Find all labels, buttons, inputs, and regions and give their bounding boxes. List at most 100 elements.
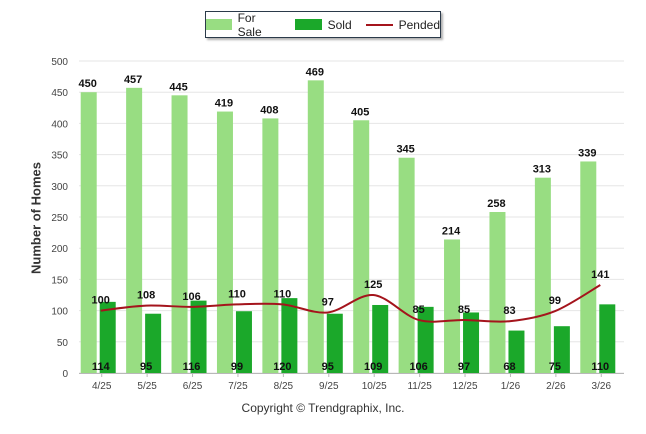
sold-data-label: 116 xyxy=(183,361,201,373)
for-sale-data-label: 419 xyxy=(215,98,233,110)
for-sale-bar xyxy=(216,111,233,373)
y-axis-label: Number of Homes xyxy=(28,162,44,274)
for-sale-bar xyxy=(126,87,143,373)
sold-bar xyxy=(326,313,343,373)
sold-data-label: 120 xyxy=(273,361,291,373)
legend-label-for-sale: For Sale xyxy=(237,10,262,39)
for-sale-bar xyxy=(171,95,188,373)
y-tick-label: 300 xyxy=(51,182,68,193)
x-tick-label: 7/25 xyxy=(228,381,248,392)
legend-label-pended: Pended xyxy=(398,17,440,32)
sold-data-label: 114 xyxy=(92,361,111,373)
pended-line-group xyxy=(100,284,601,323)
x-tick-label: 10/25 xyxy=(362,381,387,392)
sold-data-label: 110 xyxy=(591,361,609,373)
y-tick-label: 500 xyxy=(51,57,68,68)
pended-data-label: 97 xyxy=(322,296,334,308)
for-sale-bar xyxy=(307,80,324,374)
sold-swatch xyxy=(294,19,322,30)
sold-bar xyxy=(190,300,207,373)
sold-bar xyxy=(145,313,162,373)
y-tick-label: 100 xyxy=(51,307,68,318)
y-tick-label: 400 xyxy=(51,119,68,130)
for-sale-bar xyxy=(80,92,97,373)
sold-bar xyxy=(235,311,252,373)
y-tick-label: 250 xyxy=(51,213,68,224)
for-sale-swatch xyxy=(206,19,232,30)
y-tick-label: 450 xyxy=(51,88,68,99)
legend-item-pended[interactable]: Pended xyxy=(365,17,440,32)
pended-data-label: 108 xyxy=(137,290,155,302)
x-tick-label: 9/25 xyxy=(319,381,339,392)
x-axis-ticks: 4/25 5/25 6/25 7/25 8/25 9/25 10/25 11/25 12/25 1… xyxy=(92,373,611,392)
sold-data-label: 68 xyxy=(503,361,515,373)
sold-bar xyxy=(99,301,116,373)
x-tick-label: 4/25 xyxy=(92,381,112,392)
sold-bar xyxy=(281,298,298,373)
sold-bar xyxy=(463,312,480,373)
for-sale-bar xyxy=(398,157,415,373)
legend-item-for-sale[interactable]: For Sale xyxy=(206,11,281,39)
for-sale-data-label: 405 xyxy=(351,106,369,118)
y-tick-label: 0 xyxy=(62,369,68,380)
x-tick-label: 5/25 xyxy=(137,381,157,392)
x-tick-label: 11/25 xyxy=(407,381,432,392)
for-sale-bar xyxy=(534,177,551,373)
legend: For Sale Sold Pended xyxy=(205,11,441,39)
for-sale-data-label: 313 xyxy=(533,164,551,176)
bars xyxy=(80,80,616,374)
x-tick-label: 1/26 xyxy=(501,381,521,392)
for-sale-bar xyxy=(353,120,370,373)
pended-data-label: 110 xyxy=(228,288,246,300)
x-tick-label: 6/25 xyxy=(183,381,203,392)
y-tick-label: 50 xyxy=(57,338,69,349)
pended-line xyxy=(100,284,601,323)
for-sale-data-label: 445 xyxy=(169,81,187,93)
for-sale-data-label: 457 xyxy=(124,74,142,86)
sold-bar xyxy=(599,304,616,373)
for-sale-bar xyxy=(580,161,597,373)
for-sale-bar xyxy=(444,239,461,373)
sold-bar xyxy=(417,306,434,373)
pended-data-label: 110 xyxy=(274,288,292,300)
pended-data-label: 106 xyxy=(182,291,200,303)
sold-data-label: 75 xyxy=(549,361,561,373)
for-sale-data-label: 258 xyxy=(487,198,505,210)
x-tick-label: 2/26 xyxy=(546,381,566,392)
gridlines xyxy=(79,60,624,374)
data-labels: 450 114 457 95 445 116 419 99 408 120 469 95 405 109 3… xyxy=(79,66,610,373)
y-tick-label: 200 xyxy=(51,244,68,255)
pended-data-label: 83 xyxy=(503,305,515,317)
x-tick-label: 12/25 xyxy=(453,381,478,392)
for-sale-bar xyxy=(489,212,506,373)
x-tick-label: 3/26 xyxy=(592,381,612,392)
for-sale-data-label: 339 xyxy=(578,147,596,159)
y-tick-label: 150 xyxy=(51,275,68,286)
pended-data-label: 99 xyxy=(549,295,561,307)
pended-swatch xyxy=(365,23,393,26)
pended-data-label: 85 xyxy=(458,304,470,316)
for-sale-bar xyxy=(262,118,279,374)
x-tick-label: 8/25 xyxy=(274,381,294,392)
for-sale-data-label: 469 xyxy=(306,66,324,78)
legend-item-sold[interactable]: Sold xyxy=(294,17,352,32)
pended-data-label: 125 xyxy=(364,279,382,291)
sold-data-label: 109 xyxy=(364,361,382,373)
sold-data-label: 95 xyxy=(140,361,152,373)
sold-bar xyxy=(372,304,389,373)
for-sale-data-label: 214 xyxy=(442,225,461,237)
sold-data-label: 97 xyxy=(458,361,470,373)
pended-data-label: 141 xyxy=(591,269,609,281)
sold-data-label: 106 xyxy=(409,361,427,373)
sold-data-label: 99 xyxy=(231,361,243,373)
pended-data-label: 100 xyxy=(92,295,110,307)
copyright: Copyright © Trendgraphix, Inc. xyxy=(241,401,405,415)
sold-data-label: 95 xyxy=(322,361,334,373)
for-sale-data-label: 345 xyxy=(396,144,414,156)
for-sale-data-label: 450 xyxy=(79,78,97,90)
pended-data-label: 85 xyxy=(413,304,425,316)
legend-label-sold: Sold xyxy=(327,17,352,32)
y-tick-label: 350 xyxy=(51,151,68,162)
sold-bar xyxy=(553,326,570,373)
